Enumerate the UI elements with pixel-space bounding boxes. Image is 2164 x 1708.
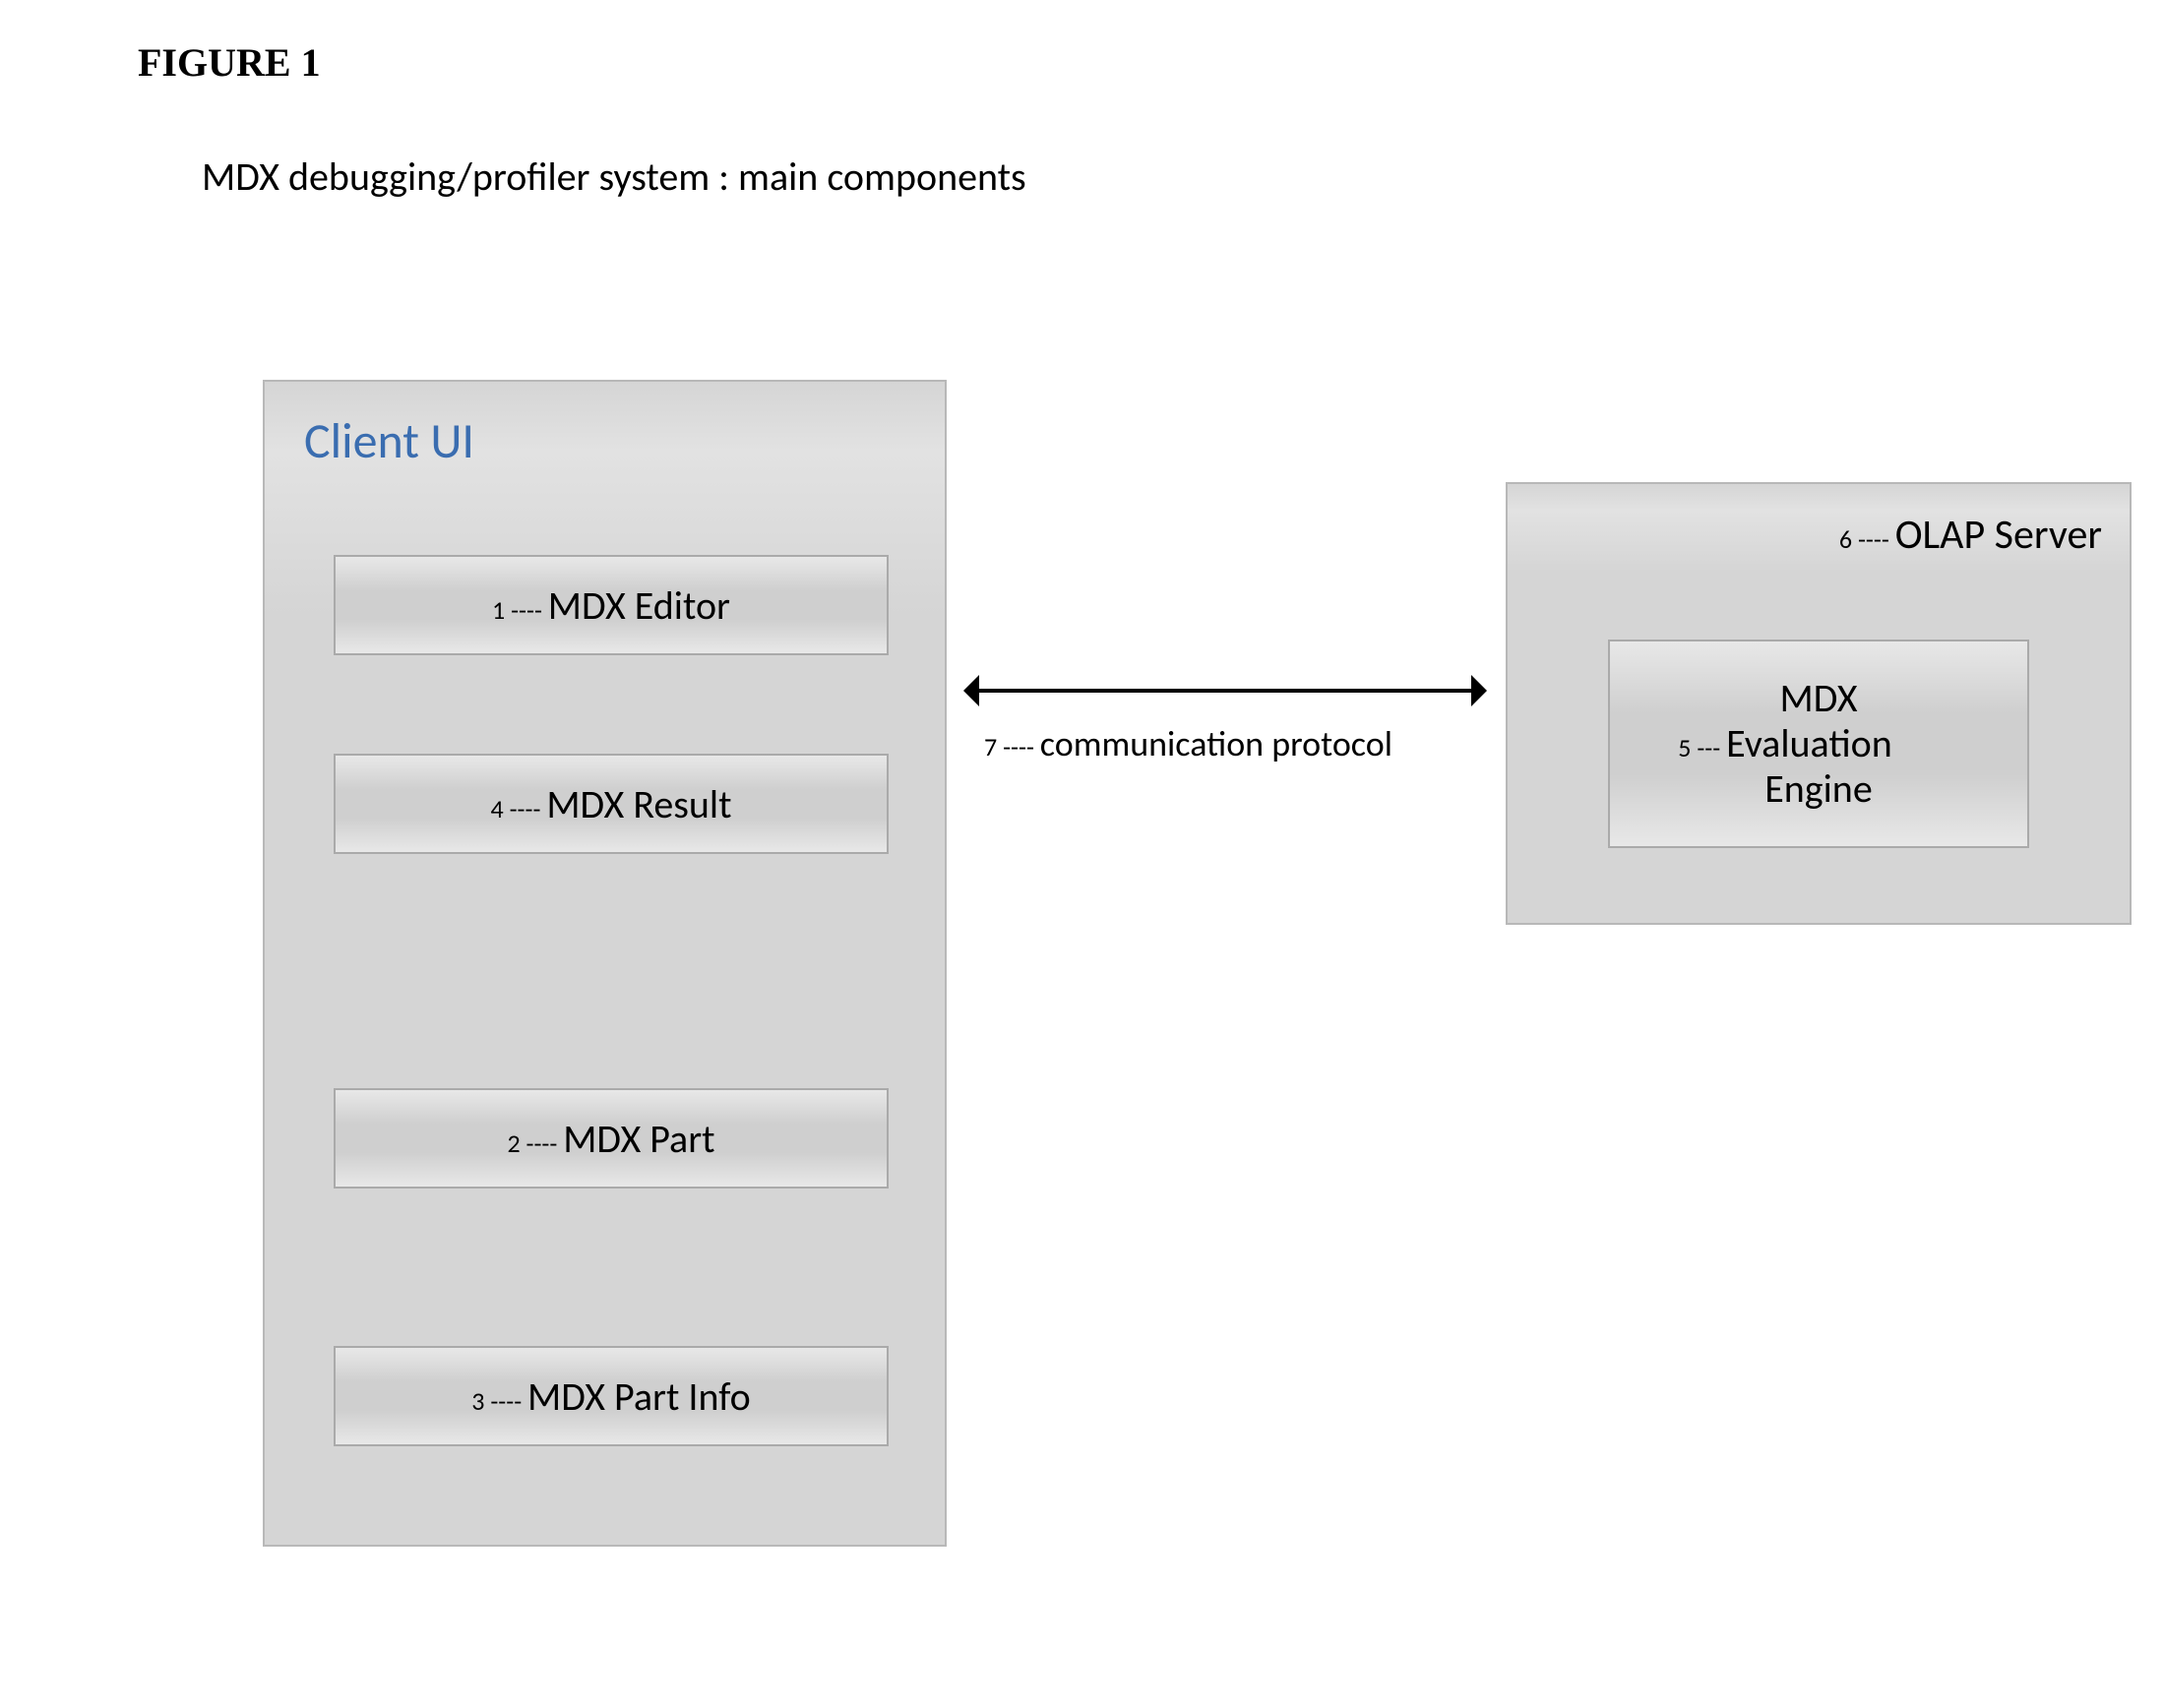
ref-dash: --- bbox=[1691, 732, 1726, 763]
mdx-eval-engine-ref-number: 5 bbox=[1678, 732, 1691, 763]
mdx-part-label-text: MDX Part bbox=[563, 1115, 714, 1163]
ref-dash: ---- bbox=[484, 1385, 527, 1417]
ref-dash: ---- bbox=[1852, 523, 1895, 555]
mdx-eval-engine-label-text: MDX bbox=[1780, 674, 1858, 722]
mdx-eval-engine-label-text: Engine bbox=[1764, 764, 1872, 813]
olap-server-label-text: OLAP Server bbox=[1895, 510, 2102, 560]
mdx-part-box: 2 ---- MDX Part bbox=[334, 1088, 889, 1189]
ref-dash: ---- bbox=[504, 793, 547, 824]
ref-dash: ---- bbox=[505, 594, 548, 626]
olap-server-title: 6 ---- OLAP Server bbox=[1839, 510, 2102, 560]
ref-dash: ---- bbox=[521, 1128, 564, 1159]
connector-arrowhead-right bbox=[1471, 675, 1487, 706]
mdx-eval-engine-line: MDX bbox=[1780, 676, 1858, 721]
mdx-editor-box: 1 ---- MDX Editor bbox=[334, 555, 889, 655]
connector-arrowhead-left bbox=[963, 675, 979, 706]
olap-server-panel: 6 ---- OLAP ServerMDX5 --- EvaluationEng… bbox=[1506, 482, 2132, 925]
olap-server-ref-number: 6 bbox=[1839, 523, 1852, 555]
mdx-result-label: 4 ---- MDX Result bbox=[491, 780, 732, 828]
diagram-subtitle: MDX debugging/profiler system : main com… bbox=[202, 152, 1026, 201]
mdx-part-info-label-text: MDX Part Info bbox=[527, 1372, 751, 1421]
mdx-part-info-ref-number: 3 bbox=[471, 1385, 484, 1417]
mdx-editor-ref-number: 1 bbox=[492, 594, 505, 626]
mdx-part-info-box: 3 ---- MDX Part Info bbox=[334, 1346, 889, 1446]
mdx-editor-label: 1 ---- MDX Editor bbox=[492, 581, 730, 630]
mdx-eval-engine-line: Engine bbox=[1764, 766, 1872, 812]
mdx-result-box: 4 ---- MDX Result bbox=[334, 754, 889, 854]
mdx-result-label-text: MDX Result bbox=[546, 780, 731, 828]
connector-line bbox=[979, 689, 1471, 693]
mdx-eval-engine-label-text: Evaluation bbox=[1726, 719, 1892, 767]
client-ui-title: Client UI bbox=[304, 411, 474, 471]
client-ui-panel: Client UI 1 ---- MDX Editor 4 ---- MDX Re… bbox=[263, 380, 947, 1547]
mdx-eval-engine-box: MDX5 --- EvaluationEngine bbox=[1608, 640, 2029, 848]
mdx-result-ref-number: 4 bbox=[491, 793, 504, 824]
connector-label: 7 ---- communication protocol bbox=[984, 722, 1392, 765]
mdx-eval-engine-line: 5 --- Evaluation bbox=[1678, 721, 1891, 766]
figure-label: FIGURE 1 bbox=[138, 39, 321, 86]
connector-ref-number: 7 bbox=[984, 731, 997, 762]
ref-dash: ---- bbox=[997, 731, 1040, 762]
mdx-part-ref-number: 2 bbox=[507, 1128, 520, 1159]
mdx-editor-label-text: MDX Editor bbox=[548, 581, 730, 630]
mdx-part-label: 2 ---- MDX Part bbox=[507, 1115, 714, 1163]
connector-label-text: communication protocol bbox=[1040, 722, 1392, 765]
mdx-part-info-label: 3 ---- MDX Part Info bbox=[471, 1372, 750, 1421]
